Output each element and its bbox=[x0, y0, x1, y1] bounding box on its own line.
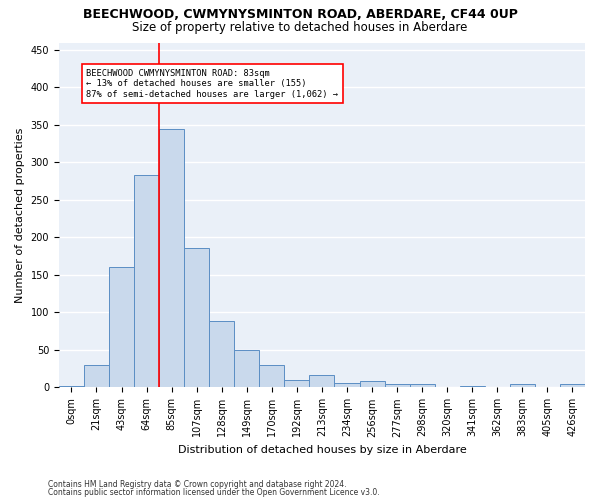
Text: Contains HM Land Registry data © Crown copyright and database right 2024.: Contains HM Land Registry data © Crown c… bbox=[48, 480, 347, 489]
Bar bbox=[209, 320, 234, 388]
Bar bbox=[184, 248, 209, 388]
X-axis label: Distribution of detached houses by size in Aberdare: Distribution of detached houses by size … bbox=[178, 445, 466, 455]
Text: BEECHWOOD, CWMYNYSMINTON ROAD, ABERDARE, CF44 0UP: BEECHWOOD, CWMYNYSMINTON ROAD, ABERDARE,… bbox=[83, 8, 517, 20]
Bar bbox=[385, 384, 410, 388]
Bar bbox=[84, 365, 109, 388]
Text: BEECHWOOD CWMYNYSMINTON ROAD: 83sqm
← 13% of detached houses are smaller (155)
8: BEECHWOOD CWMYNYSMINTON ROAD: 83sqm ← 13… bbox=[86, 68, 338, 98]
Bar bbox=[59, 386, 84, 388]
Bar bbox=[284, 380, 310, 388]
Bar bbox=[359, 380, 385, 388]
Bar bbox=[310, 376, 334, 388]
Bar bbox=[334, 383, 359, 388]
Bar bbox=[234, 350, 259, 388]
Bar bbox=[460, 386, 485, 388]
Bar bbox=[410, 384, 434, 388]
Bar bbox=[510, 384, 535, 388]
Bar bbox=[134, 175, 159, 388]
Bar bbox=[259, 365, 284, 388]
Text: Size of property relative to detached houses in Aberdare: Size of property relative to detached ho… bbox=[133, 21, 467, 34]
Bar bbox=[159, 130, 184, 388]
Bar bbox=[109, 268, 134, 388]
Y-axis label: Number of detached properties: Number of detached properties bbox=[15, 128, 25, 302]
Bar bbox=[434, 386, 460, 388]
Bar bbox=[560, 384, 585, 388]
Text: Contains public sector information licensed under the Open Government Licence v3: Contains public sector information licen… bbox=[48, 488, 380, 497]
